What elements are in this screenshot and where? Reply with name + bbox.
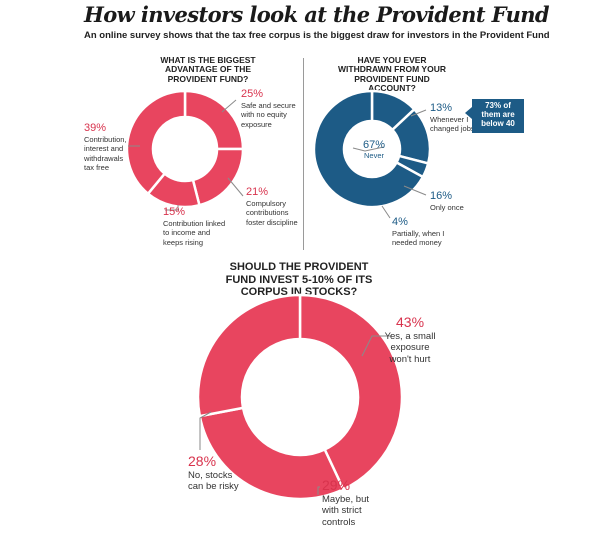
chart2-slice-4 xyxy=(312,89,425,209)
leader-line-5 xyxy=(410,109,427,117)
chart1-slice-4 xyxy=(125,89,187,196)
callout-box: 73% of them are below 40 xyxy=(472,99,524,133)
chart3-slice-1 xyxy=(298,293,404,491)
chart1-slice-1 xyxy=(183,89,245,151)
leader-line-3 xyxy=(165,205,179,211)
chart2-label-never: Never xyxy=(363,151,384,160)
chart1-title: WHAT IS THE BIGGEST ADVANTAGE OF THE PRO… xyxy=(160,55,256,84)
chart3-pct-yes: 43% xyxy=(396,314,425,330)
chart3-title: SHOULD THE PROVIDENT FUND INVEST 5-10% O… xyxy=(225,261,373,299)
chart2-pct-partially: 4% xyxy=(392,216,408,228)
leader-line-9 xyxy=(361,335,392,357)
chart2-title: HAVE YOU EVER WITHDRAWN FROM YOUR PROVID… xyxy=(338,55,446,94)
chart3-pct-maybe: 29% xyxy=(322,477,351,493)
leader-line-8 xyxy=(352,146,385,152)
chart3-label-no: No, stocks can be risky xyxy=(188,470,239,493)
chart1-pct-taxfree: 39% xyxy=(84,122,107,134)
chart3-label-maybe: Maybe, but with strict controls xyxy=(322,494,369,528)
chart2-pct-once: 16% xyxy=(430,190,453,202)
chart2-pct-never: 67% xyxy=(362,139,386,151)
divider xyxy=(303,58,304,250)
chart3-slice-2 xyxy=(198,406,346,501)
leader-line-6 xyxy=(403,185,427,196)
chart3-label-yes: Yes, a small exposure won't hurt xyxy=(384,331,436,365)
chart2-donut xyxy=(312,89,432,209)
leader-line-10 xyxy=(317,486,320,495)
chart3-donut xyxy=(196,293,404,501)
chart1-donut xyxy=(125,89,245,209)
chart1-label-compulsory: Compulsory contributions foster discipli… xyxy=(246,199,298,227)
leader-lines xyxy=(128,99,427,495)
callout-arrow xyxy=(465,107,472,119)
chart1-pct-linked: 15% xyxy=(163,206,186,218)
leader-line-2 xyxy=(227,177,244,197)
chart1-label-linked: Contribution linked to income and keeps … xyxy=(163,219,226,247)
chart2-label-once: Only once xyxy=(430,203,464,212)
chart1-pct-compulsory: 21% xyxy=(246,186,269,198)
chart1-pct-safe: 25% xyxy=(241,88,264,100)
leader-line-11 xyxy=(199,411,212,450)
chart3-pct-no: 28% xyxy=(188,453,217,469)
chart1-slice-2 xyxy=(191,147,245,207)
chart3-slice-3 xyxy=(196,293,302,418)
chart2-label-jobs: Whenever I changed jobs xyxy=(430,115,475,134)
chart1-label-safe: Safe and secure with no equity exposure xyxy=(241,101,296,129)
leader-line-1 xyxy=(221,99,237,113)
chart2-label-partially: Partially, when I needed money xyxy=(392,229,445,248)
page-subtitle: An online survey shows that the tax free… xyxy=(84,30,550,41)
leader-line-7 xyxy=(381,205,391,219)
chart2-pct-jobs: 13% xyxy=(430,102,453,114)
page-title: How investors look at the Provident Fund xyxy=(84,2,550,27)
chart1-label-taxfree: Contribution, interest and withdrawals t… xyxy=(84,135,127,173)
